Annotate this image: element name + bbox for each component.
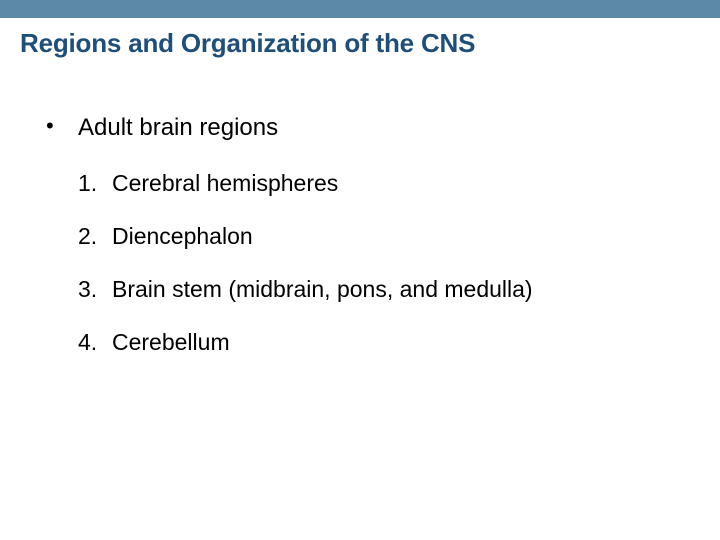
list-item: 3. Brain stem (midbrain, pons, and medul… — [78, 276, 720, 303]
list-number: 1. — [78, 170, 112, 197]
slide-title: Regions and Organization of the CNS — [0, 18, 720, 59]
list-number: 3. — [78, 276, 112, 303]
bullet-marker: • — [46, 115, 72, 137]
bullet-text: Adult brain regions — [72, 114, 278, 142]
list-number: 4. — [78, 329, 112, 356]
header-bar — [0, 0, 720, 18]
list-text: Brain stem (midbrain, pons, and medulla) — [112, 276, 533, 303]
list-text: Cerebral hemispheres — [112, 170, 338, 197]
list-item: 4. Cerebellum — [78, 329, 720, 356]
bullet-item: • Adult brain regions — [0, 114, 720, 142]
slide: Regions and Organization of the CNS • Ad… — [0, 0, 720, 540]
list-item: 1. Cerebral hemispheres — [78, 170, 720, 197]
list-number: 2. — [78, 223, 112, 250]
list-item: 2. Diencephalon — [78, 223, 720, 250]
numbered-list: 1. Cerebral hemispheres 2. Diencephalon … — [0, 170, 720, 356]
list-text: Cerebellum — [112, 329, 230, 356]
list-text: Diencephalon — [112, 223, 253, 250]
